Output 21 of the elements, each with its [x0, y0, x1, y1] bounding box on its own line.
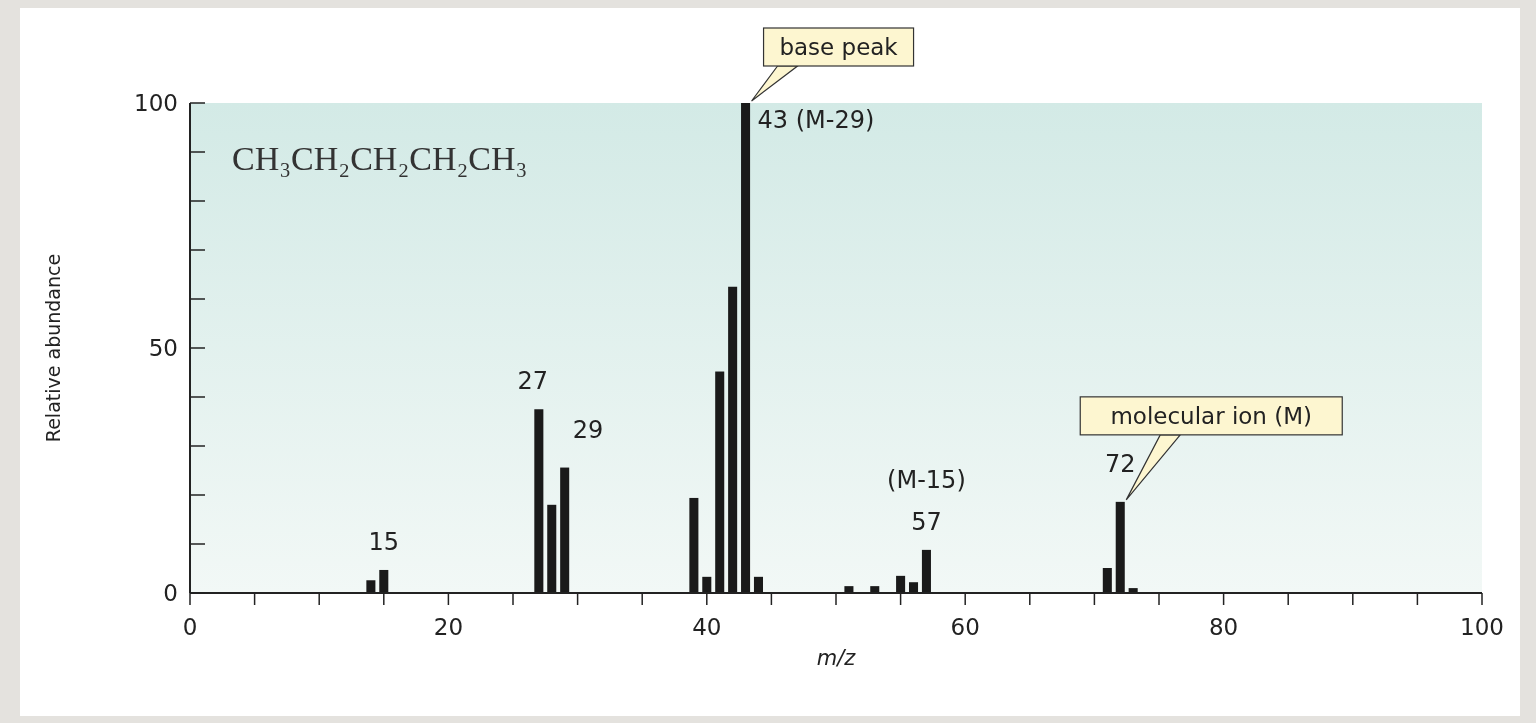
annotation: molecular ion (M): [1110, 402, 1313, 429]
y-tick-label: 50: [148, 335, 178, 362]
x-tick-label: 80: [1208, 614, 1239, 640]
x-tick-label: 60: [950, 614, 980, 640]
annotation: 29: [572, 415, 604, 444]
y-tick-label: 0: [163, 580, 178, 607]
annotation: 72: [1104, 449, 1136, 478]
annotation: 15: [368, 527, 400, 556]
x-tick-label: 40: [692, 614, 722, 640]
annotation: base peak: [779, 34, 899, 61]
x-tick-label: 0: [182, 614, 198, 640]
x-tick-label: 100: [1460, 614, 1504, 640]
y-axis-title: Relative abundance: [42, 253, 64, 443]
x-tick-label: 20: [433, 614, 464, 640]
annotation: 43 (M-29): [757, 106, 875, 134]
annotation: CH₃CH₂CH₂CH₂CH₃: [232, 140, 528, 177]
x-axis-title: m/z: [816, 646, 857, 670]
annotation: 57: [911, 507, 942, 536]
y-tick-label: 100: [134, 90, 178, 117]
annotation: 27: [517, 367, 549, 396]
annotation: (M-15): [887, 465, 966, 494]
